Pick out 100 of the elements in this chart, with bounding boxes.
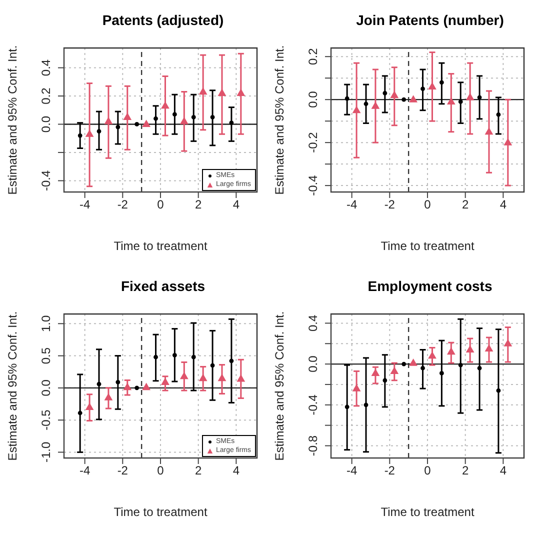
point: [439, 80, 444, 85]
x-tick-label: -2: [384, 198, 396, 212]
point: [504, 339, 512, 346]
point: [364, 102, 368, 106]
point: [484, 127, 494, 135]
point: [78, 133, 82, 138]
point: [142, 120, 151, 128]
x-tick-label: 2: [195, 198, 202, 212]
y-tick-label: -0.5: [39, 409, 53, 430]
point: [390, 366, 399, 374]
point: [191, 114, 196, 120]
x-tick-label: 0: [157, 198, 164, 212]
y-tick-label: 0.5: [39, 347, 53, 364]
point: [477, 366, 482, 370]
x-tick-label: -2: [384, 464, 396, 478]
x-tick-label: 4: [232, 198, 240, 212]
y-tick-label: 0.4: [306, 314, 320, 332]
point: [191, 354, 196, 360]
point: [420, 366, 425, 370]
point: [382, 378, 388, 383]
x-tick-label: 0: [157, 464, 164, 478]
point: [344, 96, 350, 101]
point: [236, 374, 246, 382]
point: [154, 354, 158, 360]
point: [104, 393, 113, 400]
point: [371, 102, 380, 109]
y-tick-label: -0.4: [39, 170, 53, 192]
point: [210, 363, 215, 368]
x-tick-label: -4: [346, 464, 358, 478]
point: [123, 382, 132, 390]
point: [172, 352, 177, 358]
x-tick-label: 4: [500, 198, 507, 212]
y-tick-label: 0.4: [39, 59, 53, 76]
point: [172, 112, 177, 117]
point: [382, 90, 388, 96]
y-tick-label: 0.0: [306, 90, 320, 108]
y-tick-label: 0.0: [306, 355, 320, 372]
point: [180, 372, 188, 380]
y-tick-label: -0.4: [306, 394, 320, 416]
chart-title: Join Patents (number): [355, 12, 505, 28]
x-tick-label: -4: [346, 198, 358, 212]
y-tick-label: 0.2: [306, 48, 320, 65]
x-tick-label: 4: [232, 464, 240, 478]
y-tick-label: 0.0: [39, 116, 53, 133]
x-tick-label: 4: [500, 464, 507, 478]
point: [236, 88, 246, 96]
point: [198, 87, 208, 95]
x-tick-label: 2: [462, 198, 469, 212]
x-axis-title: Time to treatment: [114, 239, 208, 253]
point: [96, 129, 102, 134]
point: [218, 88, 226, 96]
point: [409, 95, 418, 102]
y-tick-label: -0.2: [306, 132, 320, 153]
point: [504, 138, 512, 146]
point: [85, 402, 94, 410]
point: [352, 106, 361, 114]
point: [409, 358, 418, 366]
point: [104, 116, 113, 124]
point: [496, 388, 501, 393]
point: [466, 92, 474, 100]
x-tick-label: 2: [195, 464, 202, 478]
point: [344, 404, 350, 410]
point: [134, 122, 140, 126]
point: [116, 380, 120, 384]
point: [477, 95, 482, 100]
y-tick-label: -0.8: [306, 435, 320, 456]
point: [123, 112, 132, 120]
x-tick-label: -2: [117, 198, 128, 212]
point: [85, 130, 94, 137]
chart-title: Fixed assets: [120, 278, 206, 294]
point: [78, 410, 82, 416]
x-axis-title: Time to treatment: [380, 505, 475, 519]
x-tick-label: 0: [424, 464, 432, 478]
chart-title: Patents (adjusted): [101, 12, 225, 28]
point: [229, 120, 234, 126]
point: [458, 100, 463, 104]
y-tick-label: 0.2: [39, 87, 53, 104]
x-axis-title: Time to treatment: [114, 505, 208, 519]
x-tick-label: -4: [79, 198, 90, 212]
x-tick-label: -2: [117, 464, 128, 478]
point: [134, 386, 140, 390]
chart-title: Employment costs: [366, 278, 494, 294]
y-tick-label: 0.0: [39, 379, 53, 396]
y-axis-title: Estimate and 95% Conf. Int.: [272, 45, 286, 195]
point: [402, 362, 406, 366]
x-tick-label: -4: [79, 464, 90, 478]
point: [402, 97, 406, 102]
point: [142, 382, 151, 390]
point: [484, 344, 494, 352]
point: [229, 358, 234, 364]
point: [439, 371, 444, 376]
point: [116, 124, 120, 130]
point: [420, 86, 425, 92]
x-tick-label: 0: [424, 198, 432, 212]
point: [180, 116, 188, 124]
point: [371, 368, 380, 376]
y-axis-title: Estimate and 95% Conf. Int.: [272, 311, 286, 461]
point: [352, 384, 361, 392]
x-axis-title: Time to treatment: [380, 239, 475, 253]
x-tick-label: 2: [462, 464, 469, 478]
